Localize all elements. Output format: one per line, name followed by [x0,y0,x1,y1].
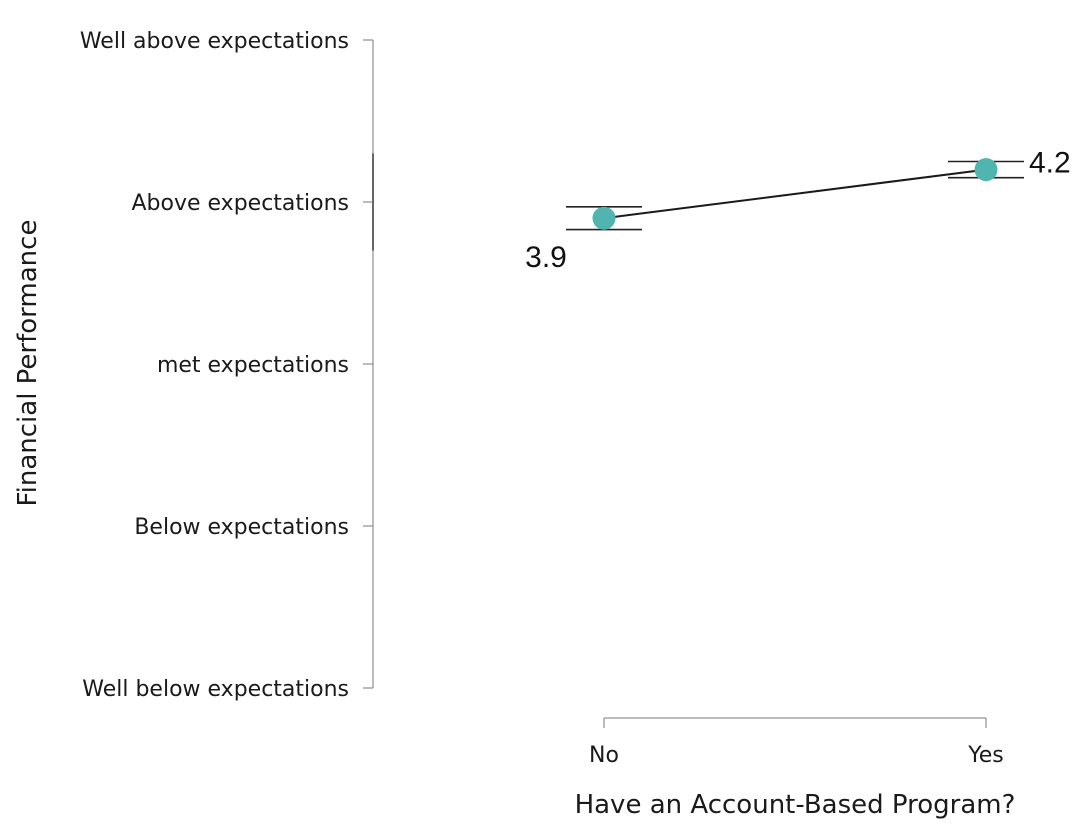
y-tick-label: met expectations [157,353,349,378]
x-tick-label: No [589,743,619,768]
y-ticks: Well below expectations Below expectation… [80,29,373,702]
x-ticks: No Yes [589,718,1004,768]
y-tick-label: Below expectations [134,515,349,540]
data-point [974,158,998,182]
plot-area: 3.9 4.2 [525,147,1071,275]
data-point [592,206,616,230]
y-axis-title: Financial Performance [13,220,43,507]
data-label: 4.2 [1029,147,1071,180]
y-tick-label: Well above expectations [80,29,349,54]
x-tick-label: Yes [967,743,1004,768]
x-axis: No Yes [589,717,1004,768]
series-line [603,168,987,220]
x-axis-title: Have an Account-Based Program? [575,790,1016,820]
y-axis: Well below expectations Below expectation… [80,29,374,702]
data-label: 3.9 [525,241,567,274]
y-tick-label: Well below expectations [82,677,349,702]
y-tick-label: Above expectations [132,191,350,216]
